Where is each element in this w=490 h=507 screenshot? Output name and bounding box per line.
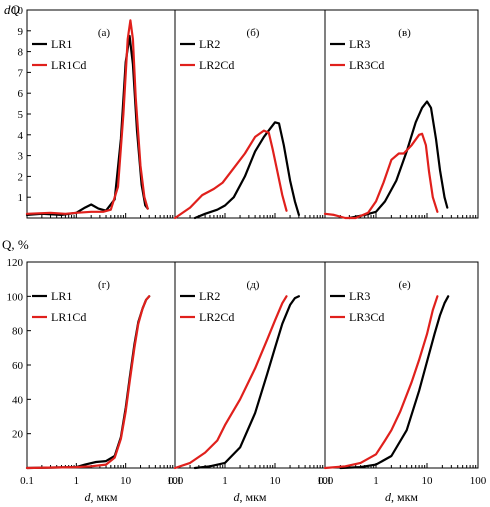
- panel-label: (в): [398, 27, 411, 39]
- series-line: [323, 132, 439, 220]
- legend-label: LR3Cd: [349, 58, 384, 72]
- y-tick-label: 6: [18, 88, 24, 100]
- x-tick-label: 100: [470, 475, 487, 487]
- panels: 1 2 3 4 5 6 7 8 9 10 (а) LR1 LR1Cd (б) LR2 LR2Cd (в) LR3 L…: [7, 5, 487, 504]
- bottom-y-axis-label: Q, %: [2, 237, 29, 252]
- x-axis-label: d, мкм: [233, 490, 266, 504]
- series-line: [193, 295, 300, 470]
- chart-panel: (б) LR2 LR2Cd: [173, 9, 326, 220]
- legend-label: LR2Cd: [199, 58, 234, 72]
- panel-frame: [174, 261, 326, 469]
- series-line: [193, 121, 300, 220]
- legend-label: LR3: [349, 37, 370, 51]
- chart-panel: 20 40 60 80 100 120 0.1 1 10 100 d, мкм (г) LR1 LR1Cd: [7, 257, 184, 504]
- legend-label: LR2: [199, 289, 220, 303]
- y-tick-label: 80: [12, 326, 24, 338]
- x-tick-label: 10: [120, 475, 132, 487]
- chart-panel: 1 2 3 4 5 6 7 8 9 10 (а) LR1 LR1Cd: [12, 5, 176, 219]
- series-line: [25, 295, 151, 470]
- y-tick-label: 3: [18, 151, 24, 163]
- panel-frame: [174, 9, 326, 219]
- x-tick-label: 10: [422, 475, 434, 487]
- series-line: [173, 129, 288, 220]
- y-tick-label: 7: [18, 67, 24, 79]
- y-tick-label: 8: [18, 47, 24, 59]
- chart-panel: 0.1 1 10 100 d, мкм (е) LR3 LR3Cd: [318, 261, 487, 504]
- panel-frame: [324, 261, 479, 469]
- y-tick-label: 60: [12, 360, 24, 372]
- x-tick-label: 0.1: [168, 475, 182, 487]
- panel-frame: [26, 9, 176, 219]
- legend-label: LR1: [51, 289, 72, 303]
- legend-label: LR2Cd: [199, 310, 234, 324]
- legend-label: LR1: [51, 37, 72, 51]
- y-tick-label: 4: [18, 130, 24, 142]
- series-line: [339, 295, 450, 470]
- x-tick-label: 10: [270, 475, 282, 487]
- panel-label: (г): [98, 279, 110, 291]
- series-line: [25, 295, 151, 470]
- legend-label: LR1Cd: [51, 310, 86, 324]
- y-tick-label: 40: [12, 394, 24, 406]
- x-tick-label: 100: [167, 475, 184, 487]
- y-tick-label: 100: [7, 291, 24, 303]
- panel-label: (е): [398, 279, 411, 291]
- panel-label: (д): [247, 279, 260, 291]
- panel-frame: [324, 9, 479, 219]
- legend-label: LR1Cd: [51, 58, 86, 72]
- x-tick-label: 0.1: [20, 475, 34, 487]
- series-line: [348, 100, 449, 220]
- chart-panel: (в) LR3 LR3Cd: [323, 9, 479, 220]
- series-line: [25, 34, 149, 216]
- legend-label: LR3Cd: [349, 310, 384, 324]
- x-axis-label: d, мкм: [385, 490, 418, 504]
- x-tick-label: 1: [74, 475, 80, 487]
- x-axis-label: d, мкм: [84, 490, 117, 504]
- panel-label: (а): [98, 27, 111, 39]
- y-tick-label: 120: [7, 257, 24, 269]
- y-tick-label: 10: [12, 5, 24, 17]
- y-tick-label: 20: [12, 429, 24, 441]
- x-tick-label: 1: [373, 475, 379, 487]
- series-line: [323, 295, 439, 470]
- x-tick-label: 100: [317, 475, 334, 487]
- legend-label: LR3: [349, 289, 370, 303]
- panel-frame: [26, 261, 176, 469]
- x-tick-label: 0.1: [318, 475, 332, 487]
- y-tick-label: 5: [18, 109, 24, 121]
- x-tick-label: 1: [222, 475, 228, 487]
- y-tick-label: 9: [18, 26, 24, 38]
- series-line: [25, 19, 149, 215]
- chart-panel: 0.1 1 10 100 d, мкм (д) LR2 LR2Cd: [168, 261, 334, 504]
- y-tick-label: 1: [18, 192, 24, 204]
- top-y-axis-label: dQ: [4, 2, 21, 17]
- y-tick-label: 2: [18, 171, 24, 183]
- panel-label: (б): [247, 27, 260, 39]
- series-line: [173, 295, 288, 470]
- legend-label: LR2: [199, 37, 220, 51]
